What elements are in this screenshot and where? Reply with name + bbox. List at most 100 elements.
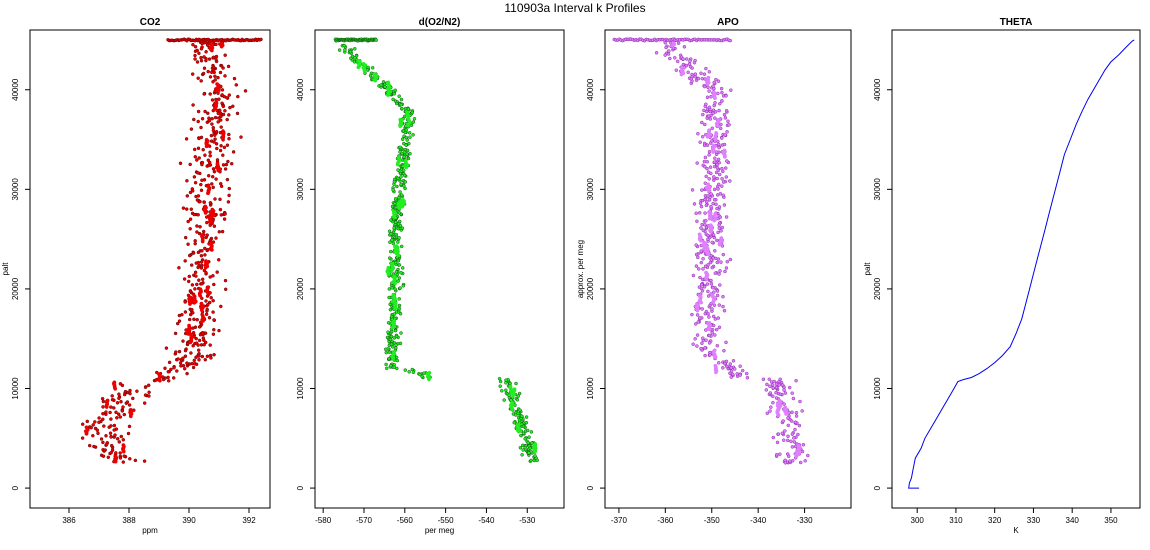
data-point xyxy=(710,240,714,245)
data-point xyxy=(199,188,204,193)
data-point xyxy=(175,369,179,373)
data-point xyxy=(717,223,721,227)
data-point xyxy=(189,207,194,211)
data-point xyxy=(793,427,797,432)
data-point xyxy=(701,336,705,340)
data-point xyxy=(712,103,716,108)
plot-frame xyxy=(29,29,271,509)
data-point xyxy=(400,158,405,162)
data-point xyxy=(740,368,745,373)
data-point xyxy=(218,148,223,153)
data-point xyxy=(774,396,779,400)
data-point xyxy=(187,274,192,279)
data-point xyxy=(403,180,408,184)
data-point xyxy=(402,155,406,159)
data-point xyxy=(705,134,710,139)
data-point xyxy=(209,133,214,138)
data-point xyxy=(717,272,721,276)
data-point xyxy=(219,304,223,309)
data-point xyxy=(147,394,151,398)
data-point xyxy=(398,341,403,346)
data-point xyxy=(221,66,225,70)
data-point xyxy=(147,390,151,395)
data-point xyxy=(188,312,193,317)
figure-title: 110903a Interval k Profiles xyxy=(504,1,646,15)
data-point xyxy=(166,375,170,380)
data-point xyxy=(772,379,776,384)
panel-title: CO2 xyxy=(140,17,161,28)
data-point xyxy=(190,189,195,193)
data-point xyxy=(356,65,361,70)
data-point xyxy=(228,105,232,110)
data-point xyxy=(199,47,204,51)
data-point xyxy=(765,411,770,416)
data-point xyxy=(715,260,720,265)
data-point xyxy=(211,80,215,84)
data-point xyxy=(187,302,192,306)
data-point xyxy=(722,203,727,207)
data-point xyxy=(498,384,502,388)
data-point xyxy=(189,263,194,267)
data-point xyxy=(199,182,203,187)
data-point xyxy=(142,459,147,463)
data-point xyxy=(735,372,739,376)
data-point xyxy=(189,351,193,355)
chart-panel-4: THETA 300 310 320 330 340 350 0 10000 20000 30000 4… xyxy=(863,17,1141,535)
data-point xyxy=(195,48,199,53)
data-point xyxy=(728,257,733,262)
data-point xyxy=(706,85,710,90)
data-point xyxy=(407,370,411,374)
data-point xyxy=(786,434,790,439)
data-point xyxy=(201,71,206,76)
data-point xyxy=(113,386,118,391)
data-point xyxy=(796,432,800,437)
data-point xyxy=(691,342,695,346)
data-point xyxy=(225,143,230,147)
data-point xyxy=(715,176,719,181)
data-point xyxy=(705,82,710,87)
data-point xyxy=(210,214,215,219)
data-point xyxy=(222,217,227,221)
data-point xyxy=(704,218,708,223)
data-point xyxy=(798,399,802,404)
data-point xyxy=(200,239,205,244)
data-point xyxy=(708,353,712,357)
data-point xyxy=(392,215,397,220)
data-point xyxy=(698,140,702,144)
data-point xyxy=(389,342,394,347)
data-point xyxy=(397,297,401,301)
data-point xyxy=(716,124,721,129)
data-point xyxy=(704,203,709,208)
data-point xyxy=(703,264,708,269)
data-point xyxy=(121,438,126,442)
y-tick-label: 10000 xyxy=(11,377,20,400)
data-point xyxy=(201,336,206,340)
data-point xyxy=(663,53,667,57)
data-point xyxy=(386,321,391,325)
data-point xyxy=(718,283,722,287)
data-point xyxy=(700,188,704,192)
data-point xyxy=(516,394,521,398)
data-point xyxy=(192,358,197,363)
data-point xyxy=(708,260,713,265)
data-point xyxy=(527,435,531,439)
data-point xyxy=(806,453,810,458)
theta-line xyxy=(908,39,1135,489)
data-point xyxy=(693,337,697,341)
data-point xyxy=(239,135,243,139)
data-point xyxy=(774,452,779,457)
data-point xyxy=(738,373,742,377)
data-point xyxy=(703,346,707,350)
data-point xyxy=(682,45,687,49)
data-point xyxy=(109,424,113,428)
data-point xyxy=(706,289,710,294)
data-point xyxy=(399,193,404,197)
data-point xyxy=(729,369,734,373)
data-point xyxy=(532,458,537,463)
data-point xyxy=(696,255,700,260)
data-point xyxy=(695,344,699,348)
data-point xyxy=(535,458,539,463)
data-point xyxy=(724,340,728,345)
data-point xyxy=(744,371,749,376)
data-point xyxy=(225,177,230,182)
